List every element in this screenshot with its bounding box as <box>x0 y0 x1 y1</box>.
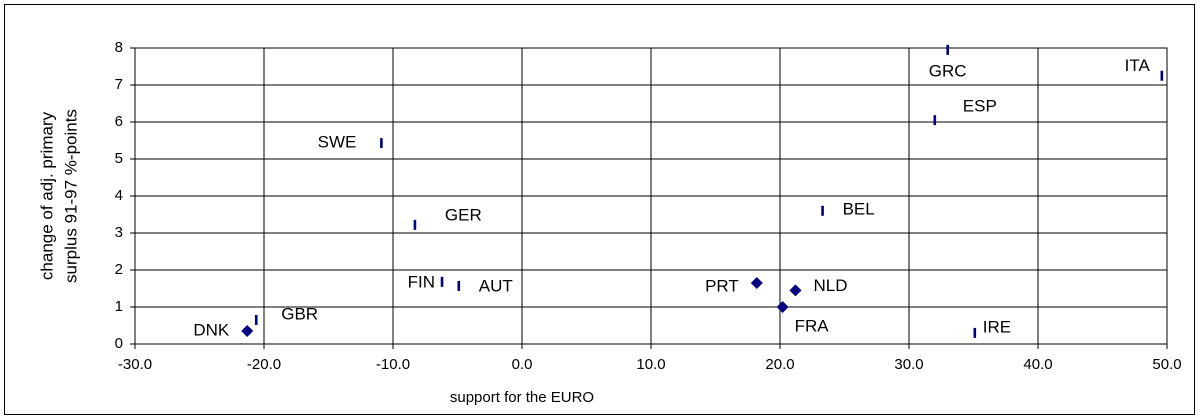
x-tick-label: 10.0 <box>636 356 665 373</box>
point <box>933 115 937 126</box>
x-axis-title: support for the EURO <box>450 389 594 406</box>
point <box>973 327 977 338</box>
y-tick-label: 4 <box>115 187 123 204</box>
plot-border <box>134 47 1168 345</box>
y-tick-label: 1 <box>115 298 123 315</box>
point <box>821 205 824 216</box>
y-tick-label: 7 <box>115 76 123 93</box>
point-label: IRE <box>983 317 1011 336</box>
point-label: GBR <box>281 304 318 323</box>
x-tick-label: 0.0 <box>512 356 533 373</box>
point-label: BEL <box>843 199 875 218</box>
point-label: NLD <box>813 276 847 295</box>
point-label: PRT <box>705 276 739 295</box>
y-tick-label: 2 <box>115 261 123 278</box>
x-tick-label: -10.0 <box>376 356 410 373</box>
point <box>750 276 763 289</box>
y-tick-label: 6 <box>115 113 123 130</box>
x-tick-label: 40.0 <box>1023 356 1052 373</box>
point <box>241 325 254 338</box>
x-tick-label: 20.0 <box>765 356 794 373</box>
x-tick-label: -30.0 <box>118 356 152 373</box>
y-axis-title: change of adj. primary <box>37 111 56 280</box>
chart-frame <box>4 4 1195 415</box>
point-label: FIN <box>408 272 435 291</box>
y-tick-label: 5 <box>115 150 123 167</box>
point-label: ITA <box>1125 56 1151 75</box>
point <box>413 219 417 230</box>
point-label: SWE <box>318 133 357 152</box>
point <box>254 314 258 325</box>
point-label: FRA <box>795 316 830 335</box>
point-label: DNK <box>193 321 230 340</box>
point-label: GER <box>445 205 482 224</box>
x-tick-label: 50.0 <box>1152 356 1181 373</box>
point <box>789 284 802 297</box>
point <box>457 280 461 291</box>
point <box>776 301 789 313</box>
point-label: GRC <box>929 61 967 80</box>
x-tick-label: 30.0 <box>894 356 923 373</box>
point-label: ESP <box>963 97 997 116</box>
y-tick-label: 8 <box>115 39 123 56</box>
y-axis-title: surplus 91-97 %-points <box>61 109 80 283</box>
point-label: AUT <box>479 276 513 295</box>
point <box>380 138 383 149</box>
y-tick-label: 0 <box>115 335 123 352</box>
point <box>1160 70 1164 81</box>
point <box>946 44 949 55</box>
x-tick-label: -20.0 <box>247 356 281 373</box>
point <box>440 276 444 287</box>
y-tick-label: 3 <box>115 224 123 241</box>
